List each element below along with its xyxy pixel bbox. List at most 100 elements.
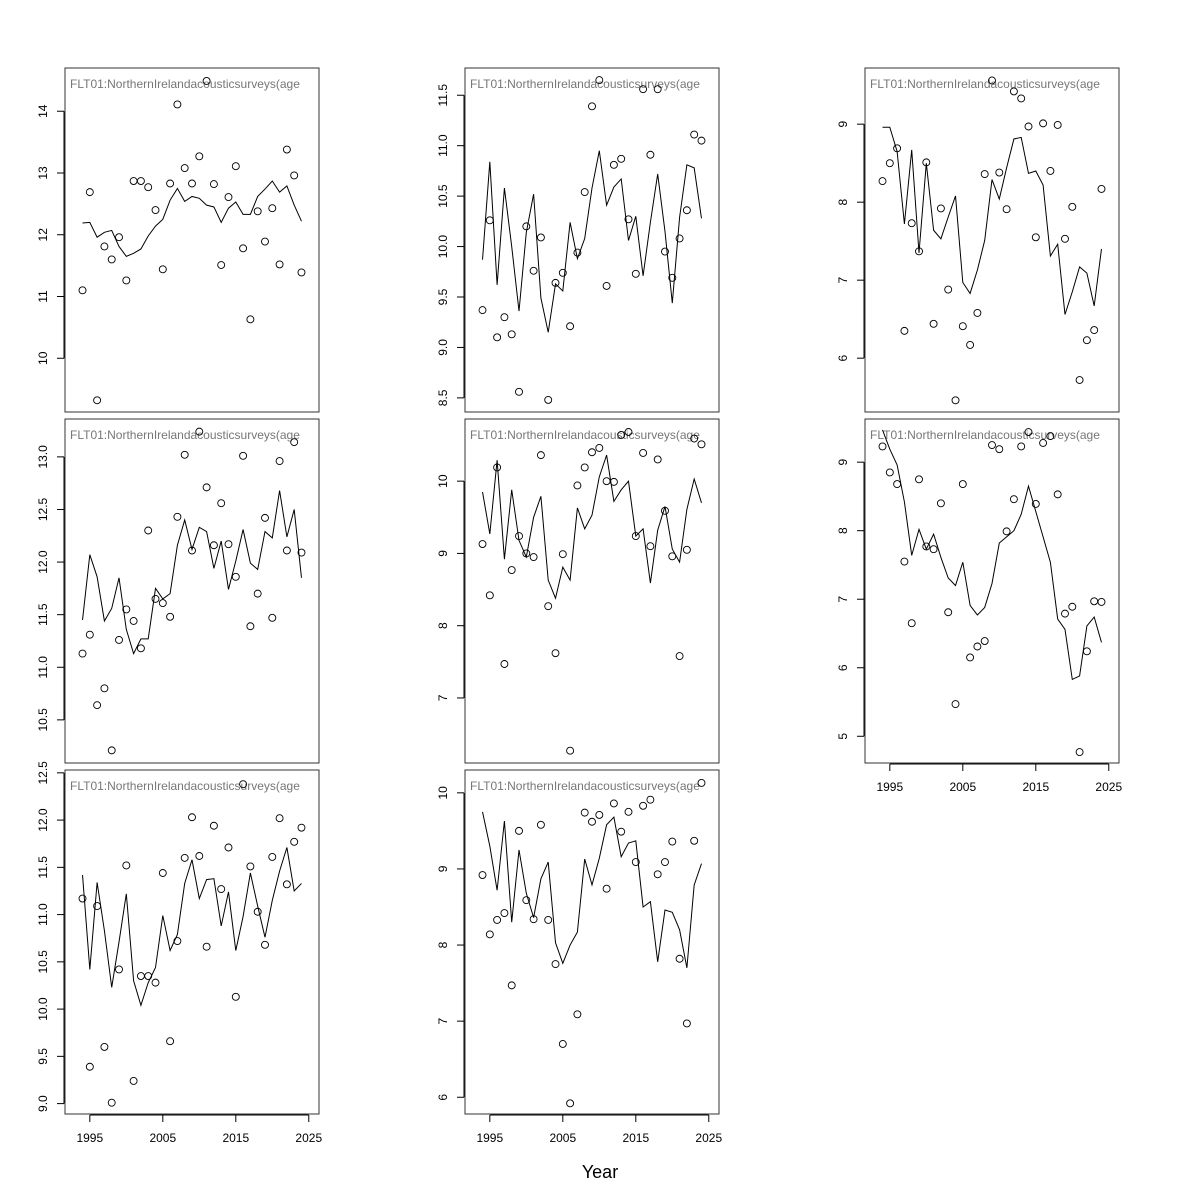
point <box>544 602 553 611</box>
point <box>602 884 611 893</box>
point <box>85 188 94 197</box>
point <box>290 837 299 846</box>
y-tick-label: 13 <box>36 166 50 180</box>
y-tick-label: 11.0 <box>36 656 50 679</box>
point <box>485 930 494 939</box>
point <box>646 542 655 551</box>
point <box>558 268 567 277</box>
point <box>536 233 545 242</box>
point <box>907 619 916 628</box>
y-tick-label: 8 <box>436 941 450 948</box>
point <box>936 499 945 508</box>
point <box>1017 442 1026 451</box>
point <box>231 992 240 1001</box>
y-tick-label: 7 <box>436 1017 450 1024</box>
panel-title: FLT01:NorthernIrelandacousticsurveys(age <box>70 779 300 793</box>
point <box>609 799 618 808</box>
point <box>1024 428 1033 436</box>
point <box>595 76 604 85</box>
point <box>246 622 255 631</box>
point <box>1002 205 1011 214</box>
point <box>217 499 226 508</box>
point <box>522 222 531 231</box>
point <box>624 428 633 436</box>
point <box>275 814 284 823</box>
point <box>107 1098 116 1107</box>
point <box>151 978 160 987</box>
point <box>893 480 902 489</box>
point <box>115 965 123 974</box>
point <box>639 449 648 457</box>
point <box>929 545 938 554</box>
point <box>951 396 960 405</box>
point <box>690 836 699 845</box>
point <box>297 268 306 277</box>
point <box>690 130 699 139</box>
point <box>129 617 138 625</box>
point <box>188 179 196 188</box>
panel: FLT01:NorthernIrelandacousticsurveys(age… <box>436 769 722 1145</box>
point <box>973 308 982 317</box>
panel-title: FLT01:NorthernIrelandacousticsurveys(age <box>70 77 300 91</box>
y-tick-label: 9 <box>836 121 850 128</box>
panel-frame <box>464 418 720 764</box>
point <box>653 870 662 879</box>
y-tick-label: 5 <box>836 733 850 740</box>
point <box>268 852 277 861</box>
fit-line <box>82 180 302 257</box>
point <box>1090 597 1099 606</box>
point <box>1097 184 1106 193</box>
point <box>129 1076 138 1085</box>
point <box>224 540 233 549</box>
point <box>617 827 626 836</box>
point <box>878 177 887 186</box>
point <box>122 861 131 870</box>
point <box>624 215 633 224</box>
point <box>595 443 604 452</box>
point <box>1061 234 1069 243</box>
y-tick-label: 9 <box>436 865 450 872</box>
point <box>958 480 967 489</box>
point <box>580 463 589 472</box>
point <box>697 136 706 145</box>
x-tick-label: 2005 <box>149 1131 176 1145</box>
panel-frame <box>864 67 1120 413</box>
fit-line <box>882 126 1102 315</box>
y-tick-label: 12.0 <box>36 550 50 574</box>
y-tick-label: 13.0 <box>36 445 50 469</box>
point <box>209 180 218 189</box>
point <box>158 599 167 608</box>
point <box>275 457 284 466</box>
y-tick-label: 12.5 <box>36 761 50 785</box>
x-tick-label: 2005 <box>949 780 976 794</box>
panel-frame <box>464 769 720 1115</box>
point <box>136 972 145 980</box>
x-tick-label: 1995 <box>876 780 903 794</box>
point <box>668 837 677 846</box>
panel-title: FLT01:NorthernIrelandacousticsurveys(age <box>70 428 300 442</box>
fit-line <box>82 490 302 655</box>
y-tick-label: 6 <box>836 664 850 671</box>
point <box>231 162 240 171</box>
point <box>202 942 211 951</box>
panel: FLT01:NorthernIrelandacousticsurveys(age… <box>836 67 1120 413</box>
point <box>1009 495 1018 504</box>
y-tick-label: 12.0 <box>36 808 50 832</box>
x-tick-label: 2015 <box>222 1131 249 1145</box>
panel-title-group: FLT01:NorthernIrelandacousticsurveys(age <box>70 77 300 91</box>
point <box>551 960 560 969</box>
point <box>144 526 153 535</box>
point <box>522 896 531 905</box>
y-tick-label: 10.5 <box>36 950 50 974</box>
point <box>639 85 648 94</box>
point <box>275 260 284 269</box>
point <box>195 427 204 436</box>
x-tick-label: 1995 <box>476 1131 503 1145</box>
y-tick-label: 7 <box>436 694 450 701</box>
y-tick-label: 10.0 <box>436 235 450 259</box>
point <box>936 204 945 213</box>
point <box>115 233 123 242</box>
y-tick-label: 14 <box>36 104 50 118</box>
point <box>507 330 516 339</box>
